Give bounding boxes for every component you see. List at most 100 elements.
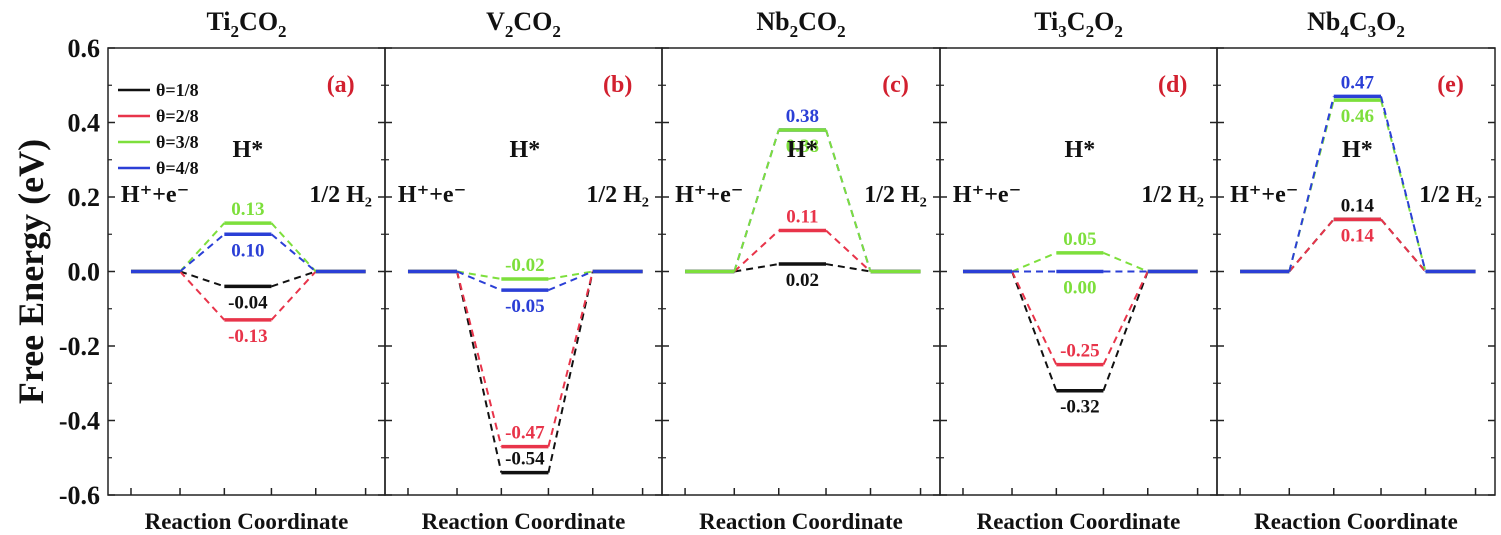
- title-subscript: 3: [1058, 22, 1067, 41]
- title-text: O: [1376, 7, 1396, 36]
- connector: [179, 233, 225, 273]
- title-text: Nb: [1307, 7, 1340, 36]
- panel-0: 0.13 0.10 -0.04 -0.13 H⁺+e⁻ 1/2 H₂ H* (a) Reacti…: [107, 7, 386, 534]
- connector: [733, 129, 780, 272]
- title-subscript: 3: [1368, 22, 1377, 41]
- state-label-final: 1/2 H₂: [1141, 182, 1204, 208]
- x-axis-label: Reaction Coordinate: [145, 509, 349, 534]
- value-label: 0.13: [231, 199, 264, 220]
- title-text: Ti: [206, 7, 230, 36]
- state-label-hstar: H*: [510, 137, 541, 163]
- state-label-initial: H⁺+e⁻: [953, 182, 1021, 208]
- state-label-initial: H⁺+e⁻: [121, 182, 189, 208]
- connector: [1380, 96, 1427, 272]
- title-text: Nb: [756, 7, 789, 36]
- legend-label: θ=1/8: [156, 80, 199, 100]
- y-tick-label: 0.2: [68, 183, 101, 212]
- y-tick-label: 0.0: [68, 258, 101, 287]
- title-text: V: [486, 7, 505, 36]
- panel-letter: (b): [603, 72, 632, 98]
- title-subscript: 4: [1340, 22, 1349, 41]
- x-axis-label: Reaction Coordinate: [977, 509, 1181, 534]
- y-tick-label: -0.6: [59, 481, 100, 510]
- panel-letter: (c): [882, 72, 909, 98]
- panel-title: Nb2CO2: [756, 7, 845, 41]
- panel-title: Ti3C2O2: [1034, 7, 1123, 41]
- legend-label: θ=3/8: [156, 132, 199, 152]
- y-tick-label: 0.4: [68, 109, 101, 138]
- connector: [179, 270, 226, 321]
- title-subscript: 2: [1396, 22, 1405, 41]
- value-label: -0.32: [1060, 397, 1100, 418]
- x-axis-label: Reaction Coordinate: [422, 509, 626, 534]
- connector: [1380, 99, 1427, 272]
- state-label-hstar: H*: [787, 137, 818, 163]
- title-text: C: [1349, 7, 1368, 36]
- connector: [825, 129, 872, 272]
- value-label: -0.54: [505, 449, 545, 470]
- series-θ=4/8: [1240, 94, 1476, 274]
- state-label-hstar: H*: [1342, 137, 1373, 163]
- panel-4: 0.47 0.46 0.14 0.14 H⁺+e⁻ 1/2 H₂ H* (e) Reaction…: [1216, 7, 1496, 534]
- y-axis-label: Free Energy (eV): [11, 139, 51, 404]
- title-text: Ti: [1034, 7, 1058, 36]
- value-label: -0.47: [505, 423, 545, 444]
- legend: θ=1/8 θ=2/8 θ=3/8 θ=4/8: [118, 80, 199, 178]
- connector: [548, 270, 593, 280]
- panel-3: 0.05 0.00 -0.25 -0.32 H⁺+e⁻ 1/2 H₂ H* (d) Reacti…: [939, 7, 1218, 534]
- connector: [456, 270, 502, 292]
- value-label: 0.00: [1063, 278, 1096, 299]
- legend-label: θ=4/8: [156, 158, 199, 178]
- connector: [270, 233, 317, 273]
- value-label: 0.11: [786, 207, 818, 228]
- value-label: 0.38: [786, 136, 819, 157]
- connector: [270, 222, 317, 273]
- title-subscript: 2: [1114, 22, 1123, 41]
- value-label: 0.38: [786, 106, 819, 127]
- panels: 0.13 0.10 -0.04 -0.13 H⁺+e⁻ 1/2 H₂ H* (a) Reacti…: [107, 7, 1496, 534]
- value-label: -0.25: [1060, 341, 1100, 362]
- title-text: CO: [798, 7, 837, 36]
- panel-2: 0.38 0.38 0.11 0.02 H⁺+e⁻ 1/2 H₂ H* (c) Reaction…: [661, 7, 941, 534]
- y-axis: 0.6 0.4 0.2 0.0 -0.2 -0.4 -0.6 Free Energy (eV): [11, 34, 100, 510]
- connector: [456, 271, 503, 447]
- value-label: 0.47: [1341, 72, 1375, 93]
- series-θ=4/8: [407, 269, 643, 292]
- value-label: 0.14: [1341, 225, 1375, 246]
- connector: [1288, 96, 1335, 272]
- connector: [271, 270, 317, 288]
- title-subscript: 2: [278, 22, 287, 41]
- title-subscript: 2: [505, 22, 514, 41]
- title-text: CO: [513, 7, 552, 36]
- value-label: -0.05: [505, 296, 545, 317]
- connector: [1102, 271, 1149, 392]
- connector: [548, 270, 594, 292]
- connector: [179, 270, 225, 288]
- value-label: 0.05: [1063, 229, 1096, 250]
- state-label-initial: H⁺+e⁻: [1230, 182, 1298, 208]
- connector: [1102, 271, 1149, 366]
- connector: [456, 271, 503, 473]
- value-label: -0.13: [228, 326, 268, 347]
- state-label-final: 1/2 H₂: [864, 182, 927, 208]
- connector: [270, 270, 317, 321]
- connector: [1011, 251, 1057, 273]
- value-label: -0.02: [505, 255, 545, 276]
- connector: [179, 222, 226, 273]
- state-label-final: 1/2 H₂: [1419, 182, 1482, 208]
- connector: [1011, 271, 1058, 366]
- connector: [456, 270, 502, 280]
- value-label: -0.04: [228, 292, 268, 313]
- y-tick-label: -0.4: [59, 407, 100, 436]
- state-label-initial: H⁺+e⁻: [398, 182, 466, 208]
- value-label: 0.46: [1341, 106, 1374, 127]
- state-label-final: 1/2 H₂: [309, 182, 372, 208]
- series-θ=3/8: [962, 251, 1198, 274]
- title-subscript: 2: [231, 22, 240, 41]
- connector: [1103, 251, 1149, 273]
- state-label-hstar: H*: [233, 137, 264, 163]
- state-label-hstar: H*: [1065, 137, 1096, 163]
- connector: [734, 263, 779, 273]
- panel-letter: (a): [327, 72, 355, 98]
- title-subscript: 2: [1086, 22, 1095, 41]
